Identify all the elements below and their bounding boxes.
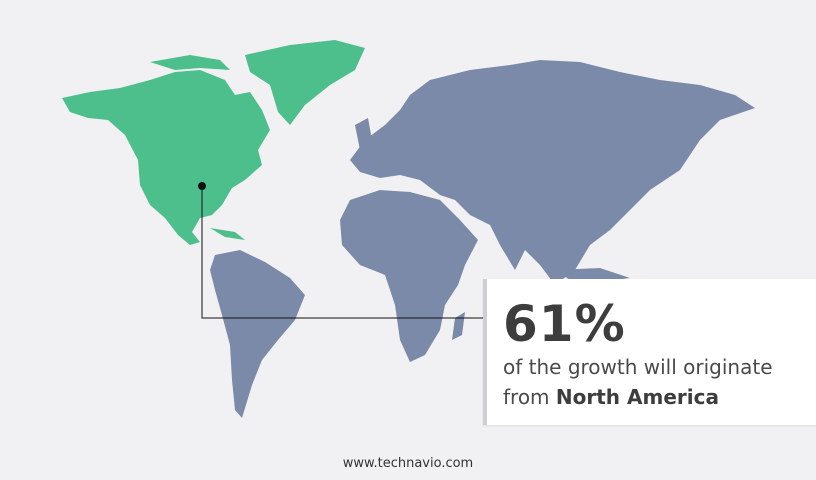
growth-percent: 61%: [503, 295, 626, 353]
south-america: [210, 250, 305, 418]
madagascar: [452, 312, 465, 340]
caribbean: [210, 228, 245, 240]
callout-region: North America: [555, 385, 719, 409]
callout-text-line1: of the growth will originate: [503, 355, 773, 379]
north-america-landmass: [62, 70, 270, 245]
uk: [355, 118, 372, 150]
callout-prefix: from: [503, 385, 556, 409]
callout-connector-line: [201, 186, 483, 319]
eurasia: [350, 60, 755, 285]
indonesia: [555, 268, 630, 282]
africa: [340, 190, 478, 362]
japan: [625, 140, 655, 195]
arctic-islands: [150, 55, 230, 70]
callout-text-line2: from North America: [503, 385, 719, 409]
region-north-america: [62, 40, 365, 245]
region-rest-of-world: [210, 60, 755, 418]
greenland: [245, 40, 365, 125]
footer-url: www.technavio.com: [342, 456, 474, 471]
callout-box: 61% of the growth will originate from No…: [483, 279, 816, 425]
